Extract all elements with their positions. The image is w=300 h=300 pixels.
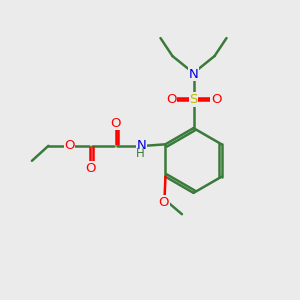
Text: N: N [136, 139, 146, 152]
Text: S: S [189, 93, 198, 106]
Text: O: O [64, 139, 75, 152]
Text: O: O [166, 93, 176, 106]
Text: N: N [189, 68, 198, 81]
Text: O: O [85, 162, 96, 175]
Text: O: O [111, 117, 121, 130]
Text: O: O [159, 196, 169, 209]
Text: H: H [136, 147, 144, 161]
Text: O: O [211, 93, 221, 106]
